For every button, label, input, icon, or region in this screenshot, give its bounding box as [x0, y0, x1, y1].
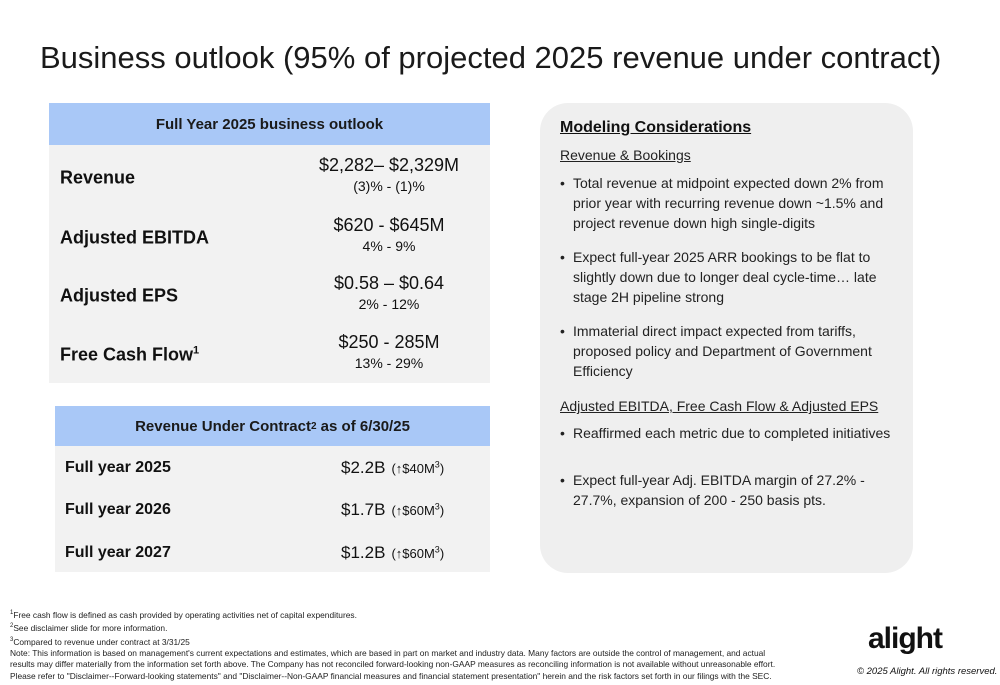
outlook-value: $2,282– $2,329M (3)% - (1)%	[314, 153, 464, 195]
revenue-under-contract-header: Revenue Under Contract 2 as of 6/30/25	[55, 406, 490, 446]
section-ebitda-fcf-eps: Adjusted EBITDA, Free Cash Flow & Adjust…	[560, 398, 879, 414]
note-line-3: Please refer to "Disclaimer--Forward-loo…	[10, 670, 772, 681]
outlook-range: $2,282– $2,329M	[318, 155, 460, 175]
footnote-2: 2See disclaimer slide for more informati…	[10, 623, 168, 634]
ruc-row-2026: Full year 2026 $1.7B (↑$60M3)	[55, 495, 490, 525]
ruc-label: Full year 2025	[65, 459, 171, 476]
outlook-row-free-cash-flow: Free Cash Flow1 $250 - 285M 13% - 29%	[49, 330, 490, 380]
outlook-row-adjusted-ebitda: Adjusted EBITDA $620 - $645M 4% - 9%	[49, 213, 490, 263]
outlook-row-adjusted-eps: Adjusted EPS $0.58 – $0.64 2% - 12%	[49, 271, 490, 321]
outlook-label: Revenue	[60, 167, 136, 188]
ruc-row-2027: Full year 2027 $1.2B (↑$60M3)	[55, 538, 490, 568]
bullet-item: Immaterial direct impact expected from t…	[560, 321, 900, 381]
outlook-table: Full Year 2025 business outlook Revenue …	[49, 103, 490, 383]
footnote-3: 3Compared to revenue under contract at 3…	[10, 636, 190, 647]
outlook-table-header: Full Year 2025 business outlook	[49, 103, 490, 145]
outlook-range: $620 - $645M	[333, 215, 445, 235]
outlook-value: $250 - 285M 13% - 29%	[314, 330, 464, 372]
outlook-range: $0.58 – $0.64	[333, 273, 445, 293]
footnotes: 1Free cash flow is defined as cash provi…	[10, 608, 830, 682]
ruc-label: Full year 2026	[65, 501, 171, 518]
ruc-value: $1.2B (↑$60M3)	[341, 543, 445, 562]
bullet-item: Expect full-year 2025 ARR bookings to be…	[560, 247, 900, 307]
outlook-change: 2% - 12%	[358, 296, 420, 312]
note-line-2: results may differ materially from the i…	[10, 659, 776, 670]
outlook-label: Free Cash Flow1	[60, 344, 200, 365]
copyright: © 2025 Alight. All rights reserved.	[857, 666, 998, 677]
modeling-considerations-panel: Modeling Considerations Revenue & Bookin…	[540, 103, 913, 573]
bullet-item: Total revenue at midpoint expected down …	[560, 173, 900, 233]
footnote-1: 1Free cash flow is defined as cash provi…	[10, 609, 357, 620]
revenue-under-contract-table: Revenue Under Contract 2 as of 6/30/25 Fu…	[55, 406, 490, 572]
section-revenue-bookings: Revenue & Bookings	[560, 147, 691, 163]
outlook-label: Adjusted EBITDA	[60, 227, 210, 248]
outlook-range: $250 - 285M	[338, 332, 440, 352]
outlook-change: (3)% - (1)%	[353, 178, 425, 194]
outlook-change: 13% - 29%	[354, 355, 424, 371]
ruc-value: $1.7B (↑$60M3)	[341, 500, 445, 519]
outlook-value: $620 - $645M 4% - 9%	[314, 213, 464, 255]
ruc-label: Full year 2027	[65, 544, 171, 561]
outlook-label: Adjusted EPS	[60, 285, 179, 306]
ruc-row-2025: Full year 2025 $2.2B (↑$40M3)	[55, 453, 490, 483]
modeling-title: Modeling Considerations	[560, 119, 752, 136]
page-title: Business outlook (95% of projected 2025 …	[40, 40, 942, 75]
outlook-change: 4% - 9%	[362, 238, 416, 254]
outlook-row-revenue: Revenue $2,282– $2,329M (3)% - (1)%	[49, 153, 490, 203]
ruc-value: $2.2B (↑$40M3)	[341, 458, 445, 477]
bullet-item: Expect full-year Adj. EBITDA margin of 2…	[560, 470, 900, 510]
alight-logo: alight	[868, 622, 943, 655]
note-line-1: Note: This information is based on manag…	[10, 647, 766, 658]
outlook-value: $0.58 – $0.64 2% - 12%	[314, 271, 464, 313]
bullet-item: Reaffirmed each metric due to completed …	[560, 423, 900, 443]
